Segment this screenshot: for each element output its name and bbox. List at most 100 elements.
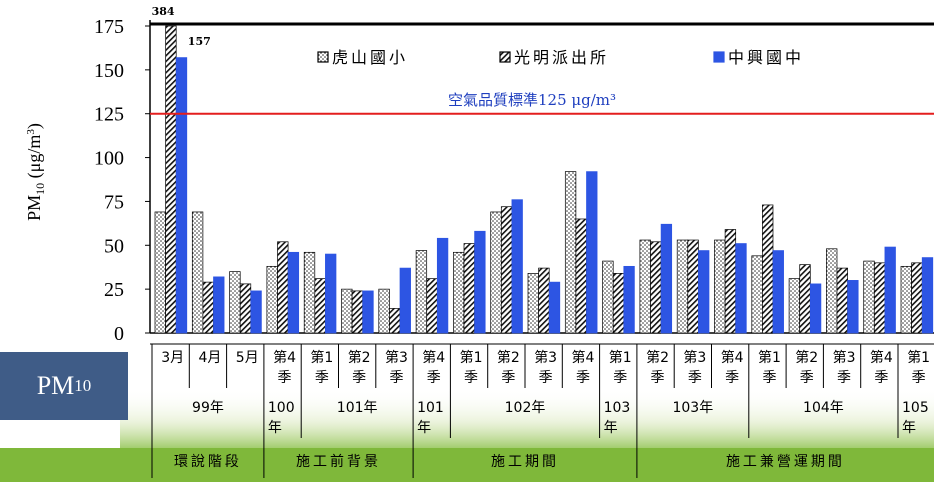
bar-series-1-cat-16: [714, 239, 726, 334]
bar-value-label: 157: [188, 35, 211, 48]
y-tick-label: 175: [94, 16, 124, 38]
bar-series-3-cat-12: [586, 171, 598, 334]
bar-series-1-cat-11: [527, 273, 539, 334]
bar-series-1-cat-21: [900, 265, 912, 334]
category-label: 5月: [236, 350, 259, 366]
phase-label: 施工兼營運期間: [726, 454, 845, 470]
bar-series-1-cat-17: [751, 255, 763, 334]
category-label: 第2: [497, 349, 520, 366]
pm10-side-label-main: PM: [36, 371, 75, 400]
bar-series-1-cat-8: [415, 250, 428, 334]
category-label-line2: 季: [278, 370, 292, 386]
bar-series-1-cat-1: [154, 211, 166, 334]
bar-series-2-cat-2: [202, 281, 214, 334]
category-label: 第1: [609, 349, 632, 366]
year-label: 100: [268, 400, 295, 416]
bar-series-3-cat-1: [175, 57, 188, 334]
bar-series-2-cat-10: [500, 206, 513, 334]
pm10-side-label-sub: 10: [74, 376, 92, 395]
bar-series-3-cat-10: [511, 199, 523, 334]
category-label-line2: 季: [800, 370, 814, 386]
bars: 384 157: [152, 5, 934, 334]
bar-series-2-cat-20: [873, 262, 886, 334]
bar-series-2-cat-11: [538, 267, 550, 334]
legend-swatch-3: [713, 51, 725, 63]
bar-series-1-cat-7: [378, 288, 390, 334]
category-label: 第2: [348, 349, 371, 366]
bar-series-3-cat-11: [548, 281, 561, 334]
category-label-line2: 季: [352, 370, 366, 386]
bar-series-2-cat-5: [314, 278, 326, 334]
year-label-line2: 年: [902, 420, 916, 436]
year-label-line2: 年: [268, 420, 282, 436]
legend-swatch-1: [317, 51, 329, 63]
bar-series-3-cat-5: [325, 253, 337, 334]
category-label: 第3: [833, 349, 856, 366]
category-label-line2: 季: [688, 370, 702, 386]
category-label: 第2: [646, 349, 669, 366]
phase-label: 施工前背景: [296, 453, 381, 470]
y-axis: 0 25 50 75 100 125 150 175: [94, 16, 151, 345]
y-tick-label: 75: [104, 191, 124, 213]
y-axis-title: PM10 (μg/m3): [24, 123, 47, 221]
category-label: 第3: [683, 349, 706, 366]
category-label: 第3: [534, 349, 557, 366]
year-label: 101: [417, 400, 444, 416]
bar-series-2-cat-9: [463, 243, 475, 334]
bar-series-1-cat-20: [863, 260, 875, 334]
year-label: 103年: [672, 400, 713, 416]
year-label: 103: [604, 400, 631, 416]
bar-series-3-cat-14: [660, 223, 673, 334]
bar-series-2-cat-15: [687, 239, 699, 334]
bar-series-1-cat-14: [639, 239, 651, 334]
bar-series-1-cat-4: [266, 265, 278, 334]
bar-series-3-cat-15: [698, 250, 710, 334]
bar-series-2-cat-4: [277, 241, 289, 334]
legend-swatch-2: [499, 51, 511, 63]
category-label: 第4: [721, 349, 744, 366]
bar-series-2-cat-7: [389, 308, 401, 334]
category-table: 3月 4月 5月 第4季第1季第2季第3季第4季第1季第2季第3季第4季第1季第2季第…: [150, 343, 934, 478]
bar-series-1-cat-12: [564, 171, 577, 334]
category-label-line2: 季: [762, 370, 776, 386]
bar-series-2-cat-14: [650, 241, 662, 334]
legend-label-3: 中興國中: [728, 48, 804, 67]
y-tick-label: 150: [94, 60, 124, 82]
bar-series-1-cat-6: [341, 288, 353, 334]
phase-label: 施工期間: [491, 454, 559, 470]
bar-series-2-cat-6: [351, 290, 364, 334]
category-label: 4月: [198, 350, 221, 366]
bar-series-3-cat-4: [287, 251, 300, 334]
legend: 虎山國小 光明派出所 中興國中: [317, 48, 804, 67]
category-label-line2: 季: [315, 370, 329, 386]
category-label-line2: 季: [389, 370, 403, 386]
bar-series-1-cat-19: [826, 248, 838, 334]
bar-series-3-cat-20: [884, 246, 896, 334]
category-label: 第2: [795, 349, 818, 366]
year-label: 104年: [803, 400, 844, 416]
category-label: 第1: [460, 349, 483, 366]
bar-series-3-cat-9: [474, 230, 486, 334]
category-label: 第1: [310, 349, 333, 366]
category-label: 第4: [571, 349, 594, 366]
category-label-line2: 季: [613, 370, 627, 386]
bar-series-3-cat-2: [213, 276, 225, 334]
category-label: 3月: [161, 350, 184, 366]
year-label-line2: 年: [604, 420, 618, 436]
y-tick-label: 0: [114, 323, 124, 345]
bar-series-3-cat-21: [921, 257, 934, 334]
bar-series-1-cat-2: [191, 211, 204, 334]
category-label: 第4: [870, 349, 893, 366]
bar-series-1-cat-9: [453, 251, 465, 334]
bar-value-label: 384: [152, 5, 175, 18]
bar-series-3-cat-19: [847, 280, 859, 334]
bar-series-2-cat-1: [165, 25, 177, 334]
year-label: 105: [902, 400, 929, 416]
year-label-line2: 年: [417, 420, 431, 436]
bar-series-3-cat-7: [399, 267, 411, 334]
bar-series-2-cat-8: [426, 278, 438, 334]
bar-series-1-cat-5: [303, 251, 316, 334]
year-label: 99年: [192, 400, 224, 416]
bar-series-2-cat-19: [836, 267, 848, 334]
category-label: 第1: [907, 349, 930, 366]
